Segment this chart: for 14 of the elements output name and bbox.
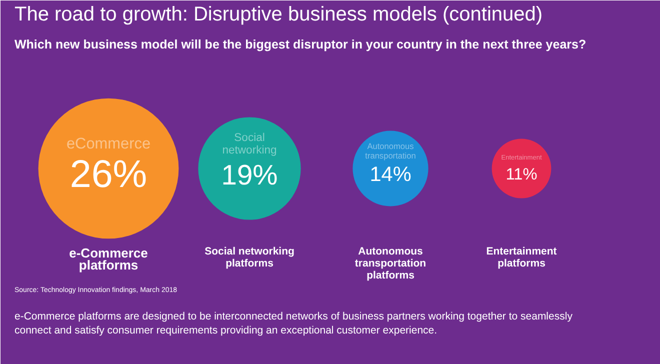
text: Social networking xyxy=(222,132,277,157)
category-label: e-Commerce platforms xyxy=(69,246,148,272)
data-label: 19% xyxy=(221,158,278,190)
text: Autonomous transportation xyxy=(365,141,416,160)
data-label: 14% xyxy=(370,163,412,186)
text: e-Commerce platforms are designed to be interconnected networks of business partners working together to seamlessly connect and satisfy consumer requirements providing an exceptional customer experience. xyxy=(14,310,574,336)
text: eCommerce xyxy=(66,135,151,152)
data-label: 26% xyxy=(70,153,148,196)
category-label: Entertainment platforms xyxy=(486,246,558,270)
data-label: 11% xyxy=(506,166,538,184)
category-label: Social networking platforms xyxy=(204,246,294,270)
text: Which new business model will be the biggest disruptor in your country in the next three years? xyxy=(14,38,586,52)
text: The road to growth: Disruptive business models (continued) xyxy=(14,4,543,26)
category-label: Autonomous transportation platforms xyxy=(354,246,426,282)
